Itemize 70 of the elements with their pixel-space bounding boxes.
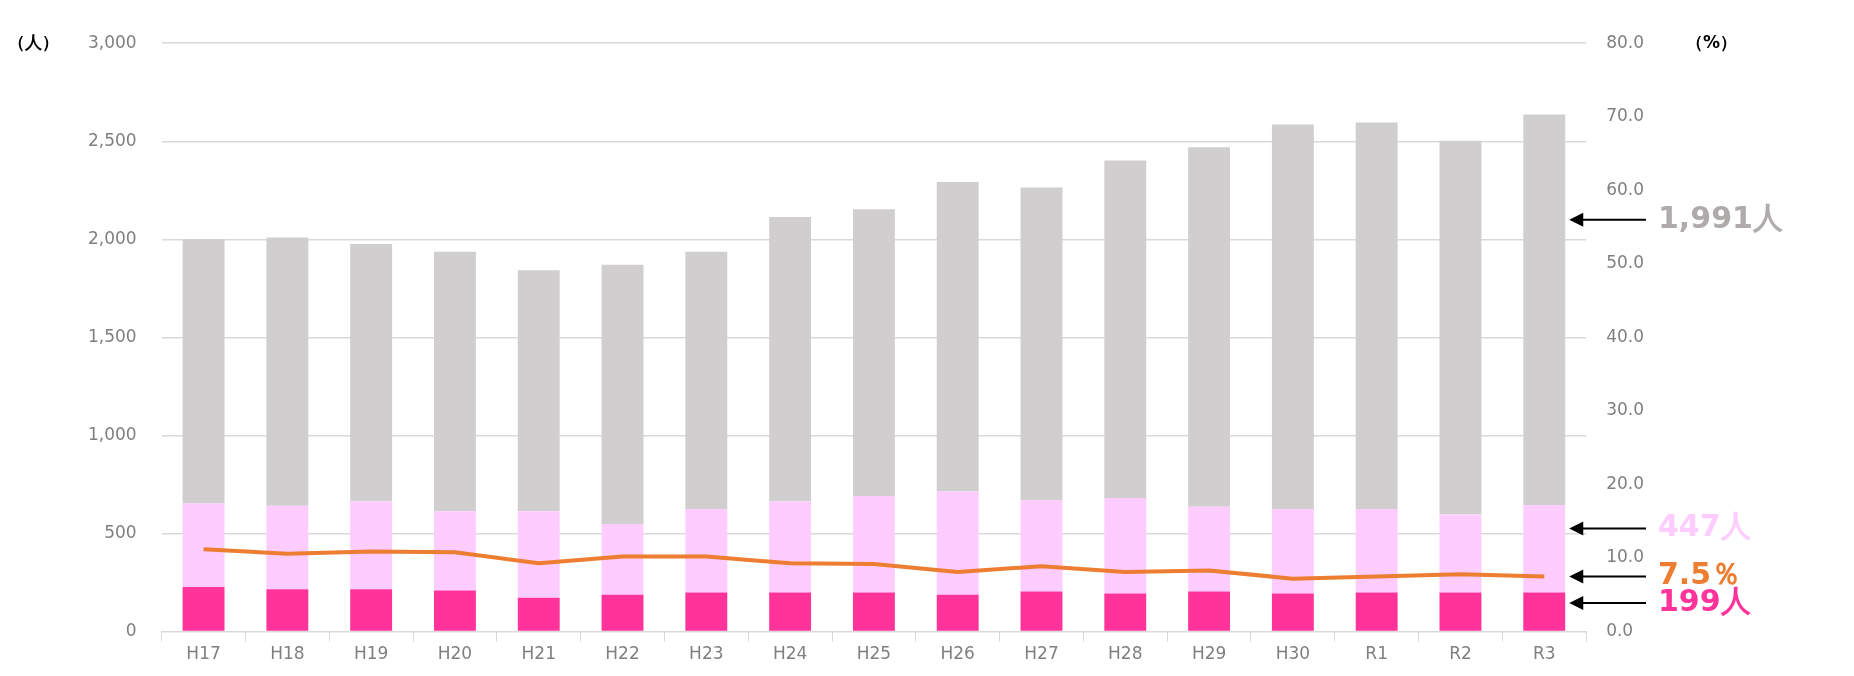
x-tick-label: H17 — [186, 643, 221, 664]
bar — [769, 501, 812, 593]
y-tick-label: 0 — [125, 620, 137, 641]
x-tick-label: H18 — [270, 643, 305, 664]
bar — [685, 592, 728, 631]
x-tick-label: H23 — [689, 643, 724, 664]
bar — [601, 524, 644, 595]
x-tick-label: H26 — [940, 643, 975, 664]
bar — [434, 511, 476, 591]
y2-tick-label: 30.0 — [1606, 399, 1645, 420]
x-tick-label: H29 — [1191, 643, 1227, 664]
y-tick-label: 1,000 — [88, 423, 137, 444]
y2-tick-label: 20.0 — [1606, 472, 1645, 493]
x-tick-label: H27 — [1024, 643, 1059, 664]
bar — [769, 592, 812, 631]
bar — [1523, 504, 1566, 593]
x-tick-label: R1 — [1365, 643, 1388, 664]
x-tick-label: H28 — [1108, 643, 1143, 664]
bar — [1188, 591, 1231, 631]
y2-tick-label: 10.0 — [1606, 546, 1645, 567]
x-tick-label: H21 — [521, 643, 556, 664]
y2-tick-label: 0.0 — [1606, 620, 1634, 641]
y2-tick-label: 40.0 — [1606, 325, 1645, 346]
y-tick-label: 2,000 — [88, 227, 137, 248]
bar — [266, 589, 309, 631]
bar — [1439, 514, 1482, 593]
bar — [350, 501, 393, 590]
y2-tick-label: 50.0 — [1606, 252, 1645, 273]
bar — [434, 590, 476, 631]
bar — [1020, 591, 1063, 631]
bar — [852, 495, 895, 593]
text: 1,991人 — [1658, 199, 1784, 235]
bar — [936, 594, 979, 631]
bar — [182, 587, 225, 631]
y-tick-label: 3,000 — [88, 31, 137, 52]
bar — [1523, 592, 1566, 631]
bar — [266, 505, 309, 590]
y2-tick-label: 70.0 — [1606, 105, 1645, 126]
y-axis-title: （人） — [8, 31, 59, 52]
y-tick-label: 500 — [104, 521, 137, 542]
x-tick-label: H22 — [605, 643, 640, 664]
x-tick-label: R3 — [1532, 643, 1556, 664]
y2-axis-title: （%） — [1686, 31, 1738, 52]
bar — [517, 511, 560, 598]
y2-tick-label: 60.0 — [1606, 178, 1645, 199]
x-tick-label: H25 — [856, 643, 892, 664]
bar — [350, 589, 393, 631]
bar — [517, 597, 560, 631]
bar — [1104, 593, 1147, 631]
bar — [1271, 593, 1314, 631]
bar — [1104, 498, 1147, 594]
x-tick-label: H24 — [772, 643, 808, 664]
bar — [182, 503, 225, 588]
x-tick-label: H20 — [437, 643, 473, 664]
bar — [1355, 592, 1398, 631]
bar — [1188, 506, 1231, 592]
x-tick-label: R2 — [1449, 643, 1472, 664]
bar — [1439, 592, 1482, 631]
x-tick-label: H19 — [353, 643, 389, 664]
bar — [1020, 500, 1063, 592]
bar — [1271, 509, 1314, 594]
bar — [852, 592, 895, 631]
x-tick-label: H30 — [1275, 643, 1311, 664]
bar — [601, 594, 644, 631]
bar — [1355, 509, 1398, 593]
y-tick-label: 1,500 — [88, 325, 137, 346]
bar — [685, 509, 728, 593]
bar — [936, 491, 979, 595]
y-tick-label: 2,500 — [88, 129, 137, 150]
y2-tick-label: 80.0 — [1606, 31, 1645, 52]
